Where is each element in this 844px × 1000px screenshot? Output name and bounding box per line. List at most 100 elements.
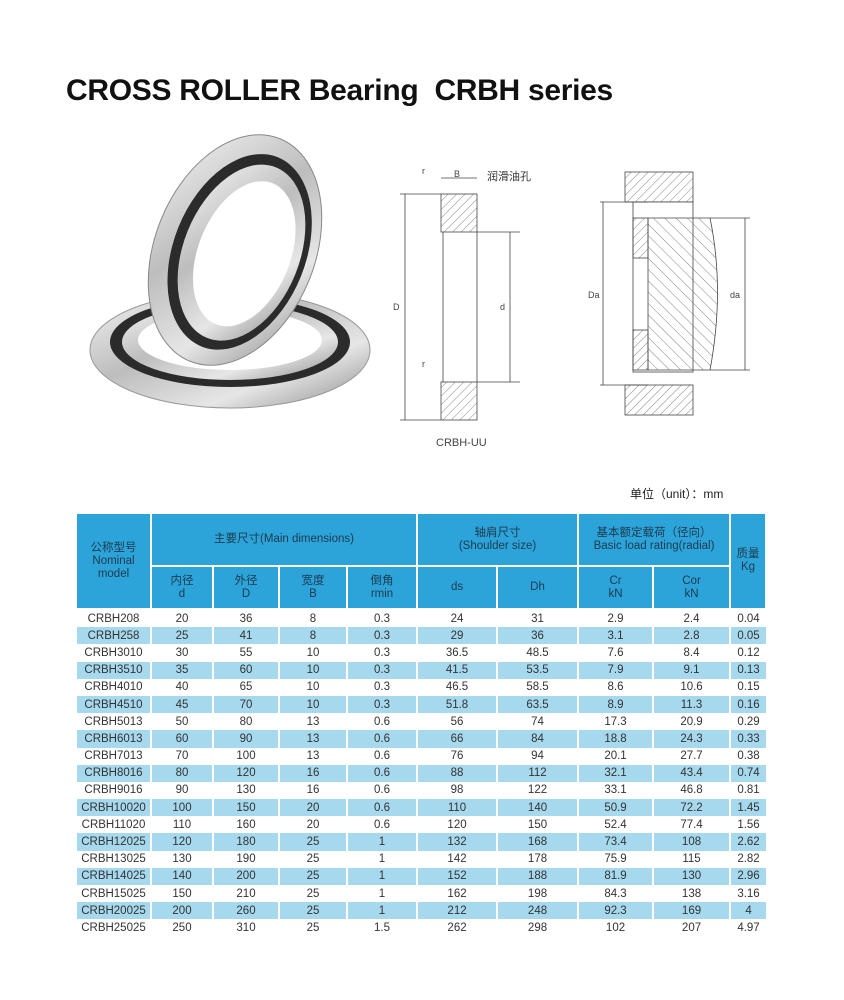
cell-ds: 142 <box>416 850 498 868</box>
table-row: CRBH25025 250 310 25 1.5 262 298 102 207 4.97 <box>75 919 767 937</box>
cell-Cr: 52.4 <box>577 816 654 834</box>
table-row: CRBH6013 60 90 13 0.6 66 84 18.8 24.3 0.33 <box>75 730 767 748</box>
cell-Dh: 298 <box>496 919 579 937</box>
cell-ds: 51.8 <box>416 695 498 714</box>
cell-model: CRBH3010 <box>75 644 151 662</box>
model-label: CRBH-UU <box>436 437 487 449</box>
cell-rmin: 0.3 <box>345 609 418 628</box>
top-bearing-ring <box>147 134 323 366</box>
cell-mass: 0.33 <box>729 730 767 748</box>
cell-D: 120 <box>212 764 279 782</box>
cell-d: 80 <box>150 764 213 782</box>
cell-Cr: 84.3 <box>577 885 654 903</box>
cell-ds: 29 <box>416 627 498 645</box>
cell-rmin: 1 <box>345 833 418 851</box>
cell-D: 70 <box>212 695 279 714</box>
cross-section-diagram: B r r 润滑油孔 D d CRBH-UU Da da <box>393 166 750 449</box>
cell-mass: 0.16 <box>729 695 767 714</box>
cell-mass: 0.15 <box>729 678 767 696</box>
cell-B: 16 <box>278 781 347 800</box>
cell-model: CRBH258 <box>75 627 151 645</box>
cell-rmin: 0.3 <box>345 644 418 662</box>
cell-model: CRBH7013 <box>75 747 151 765</box>
cell-ds: 132 <box>416 833 498 851</box>
cell-ds: 24 <box>416 609 498 628</box>
cell-model: CRBH5013 <box>75 713 151 731</box>
cell-Cor: 8.4 <box>652 644 731 662</box>
table-row: CRBH10020 100 150 20 0.6 110 140 50.9 72.2 1.45 <box>75 799 767 817</box>
cell-Cor: 72.2 <box>652 799 731 817</box>
cell-rmin: 1 <box>345 902 418 920</box>
cell-rmin: 0.6 <box>345 764 418 782</box>
cell-d: 60 <box>150 730 213 748</box>
header-Dh: Dh <box>496 565 580 610</box>
cell-Cr: 17.3 <box>577 713 654 731</box>
cell-model: CRBH208 <box>75 609 151 628</box>
cell-ds: 41.5 <box>416 661 498 679</box>
unit-label: 单位（unit）：mm <box>630 487 724 501</box>
cell-D: 310 <box>212 919 279 937</box>
header-d: 内径 d <box>150 565 214 610</box>
cell-Cor: 9.1 <box>652 661 731 679</box>
cell-B: 20 <box>278 816 347 834</box>
cell-Cor: 46.8 <box>652 781 731 800</box>
cell-ds: 262 <box>416 919 498 937</box>
header-shoulder-size: 轴肩尺寸 (Shoulder size) <box>416 512 580 567</box>
cell-rmin: 0.3 <box>345 695 418 714</box>
cell-rmin: 0.6 <box>345 713 418 731</box>
cell-mass: 1.45 <box>729 799 767 817</box>
cell-rmin: 0.3 <box>345 678 418 696</box>
cell-ds: 110 <box>416 799 498 817</box>
cell-mass: 1.56 <box>729 816 767 834</box>
cell-d: 120 <box>150 833 213 851</box>
table-row: CRBH15025 150 210 25 1 162 198 84.3 138 3.16 <box>75 885 767 903</box>
cell-Cr: 50.9 <box>577 799 654 817</box>
cell-Dh: 178 <box>496 850 579 868</box>
cell-Cr: 102 <box>577 919 654 937</box>
cell-Cr: 81.9 <box>577 867 654 885</box>
oil-hole-label: 润滑油孔 <box>487 169 531 183</box>
header-model: 公称型号 Nominal model <box>75 512 152 610</box>
cell-B: 16 <box>278 764 347 782</box>
cell-Dh: 112 <box>496 764 579 782</box>
cell-d: 20 <box>150 609 213 628</box>
cell-ds: 152 <box>416 867 498 885</box>
cell-Dh: 84 <box>496 730 579 748</box>
table-row: CRBH3510 35 60 10 0.3 41.5 53.5 7.9 9.1 0.13 <box>75 661 767 679</box>
cell-rmin: 0.3 <box>345 661 418 679</box>
cell-d: 250 <box>150 919 213 937</box>
cell-d: 100 <box>150 799 213 817</box>
cell-D: 41 <box>212 627 279 645</box>
cell-Cor: 10.6 <box>652 678 731 696</box>
cell-mass: 0.29 <box>729 713 767 731</box>
header-main-dimensions: 主要尺寸(Main dimensions) <box>149 512 419 567</box>
cell-Cor: 20.9 <box>652 713 731 731</box>
cell-d: 25 <box>150 627 213 645</box>
cell-Cr: 8.6 <box>577 678 654 696</box>
cell-rmin: 1.5 <box>345 919 418 937</box>
cell-mass: 4 <box>729 902 767 920</box>
cell-mass: 2.96 <box>729 867 767 885</box>
cell-d: 50 <box>150 713 213 731</box>
cell-Dh: 150 <box>496 816 579 834</box>
cell-Cor: 24.3 <box>652 730 731 748</box>
cell-Cr: 7.9 <box>577 661 654 679</box>
header-Cr: Cr kN <box>577 565 655 610</box>
cell-Dh: 248 <box>496 902 579 920</box>
cell-Dh: 74 <box>496 713 579 731</box>
cell-B: 10 <box>278 644 347 662</box>
header-load-rating: 基本额定载荷（径向） Basic load rating(radial) <box>577 512 732 567</box>
cell-model: CRBH3510 <box>75 661 151 679</box>
page-title: CROSS ROLLER Bearing CRBH series <box>66 74 613 107</box>
spec-table-body: CRBH208 20 36 8 0.3 24 31 2.9 2.4 0.04 CRBH258 25 41… <box>75 609 767 937</box>
table-row: CRBH9016 90 130 16 0.6 98 122 33.1 46.8 0.81 <box>75 781 767 800</box>
cell-Cr: 7.6 <box>577 644 654 662</box>
cell-model: CRBH4510 <box>75 695 151 714</box>
crbh-uu-section <box>400 177 520 421</box>
cell-d: 30 <box>150 644 213 662</box>
cell-model: CRBH12025 <box>75 833 151 851</box>
cell-B: 8 <box>278 627 347 645</box>
cell-B: 25 <box>278 850 347 868</box>
cell-ds: 76 <box>416 747 498 765</box>
cell-d: 150 <box>150 885 213 903</box>
